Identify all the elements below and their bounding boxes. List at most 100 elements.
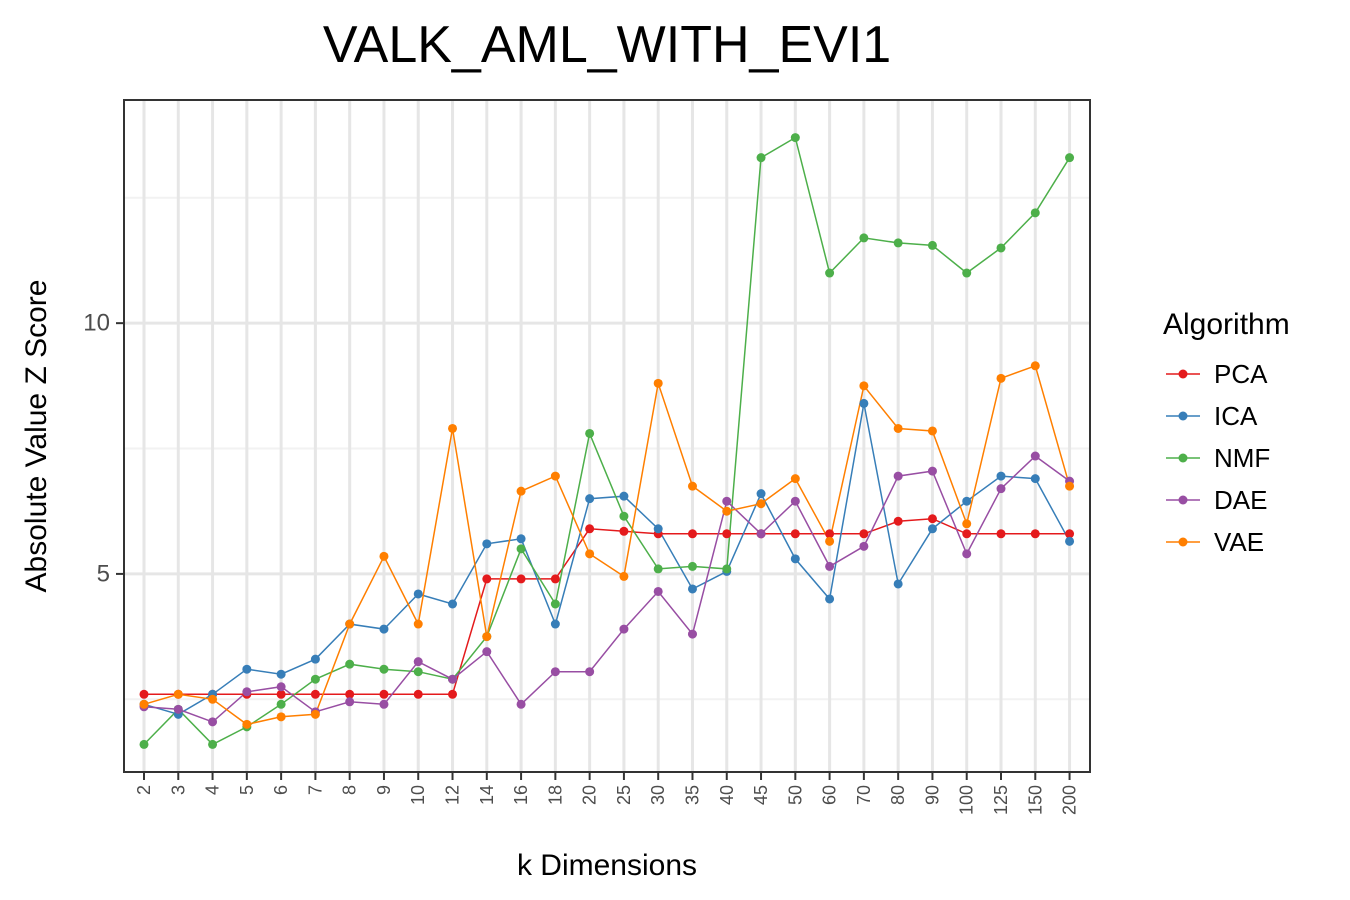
data-point-vae xyxy=(550,471,560,481)
x-tick-label: 14 xyxy=(477,785,497,805)
data-point-ica xyxy=(310,654,320,664)
legend-label-nmf: NMF xyxy=(1214,443,1270,473)
legend-label-pca: PCA xyxy=(1214,359,1268,389)
x-tick-label: 25 xyxy=(614,785,634,805)
data-point-vae xyxy=(790,474,800,484)
data-point-dae xyxy=(825,561,835,571)
x-tick-label: 20 xyxy=(580,785,600,805)
y-axis-title: Absolute Value Z Score xyxy=(20,280,53,593)
data-point-vae xyxy=(825,536,835,546)
data-point-ica xyxy=(859,398,869,408)
data-point-ica xyxy=(790,554,800,564)
data-point-pca xyxy=(448,689,458,699)
data-point-vae xyxy=(482,632,492,642)
data-point-vae xyxy=(687,481,697,491)
data-point-nmf xyxy=(276,699,286,709)
data-point-nmf xyxy=(345,659,355,669)
x-tick-label: 40 xyxy=(717,785,737,805)
data-point-nmf xyxy=(653,564,663,574)
data-point-vae xyxy=(653,378,663,388)
data-point-ica xyxy=(962,496,972,506)
x-tick-label: 2 xyxy=(134,785,154,795)
data-point-ica xyxy=(1030,474,1040,484)
series-points xyxy=(139,133,1075,749)
x-tick-label: 6 xyxy=(271,785,291,795)
data-point-pca xyxy=(1030,529,1040,539)
x-tick-label: 150 xyxy=(1025,785,1045,815)
data-point-dae xyxy=(962,549,972,559)
data-point-nmf xyxy=(790,133,800,143)
data-point-vae xyxy=(1065,481,1075,491)
data-point-vae xyxy=(413,619,423,629)
data-point-dae xyxy=(619,624,629,634)
data-point-ica xyxy=(825,594,835,604)
data-point-vae xyxy=(345,619,355,629)
data-point-dae xyxy=(173,704,183,714)
data-point-dae xyxy=(345,697,355,707)
data-point-vae xyxy=(585,549,595,559)
data-point-nmf xyxy=(208,739,218,749)
data-point-vae xyxy=(996,373,1006,383)
grid-major xyxy=(124,100,1090,772)
data-point-dae xyxy=(859,541,869,551)
data-point-vae xyxy=(722,506,732,516)
data-point-dae xyxy=(756,529,766,539)
legend-title: Algorithm xyxy=(1163,308,1290,341)
data-point-vae xyxy=(893,423,903,433)
data-point-ica xyxy=(1065,536,1075,546)
legend-items: PCA ICA NMF DAE VAE xyxy=(1166,359,1270,557)
data-point-nmf xyxy=(1065,153,1075,163)
data-point-nmf xyxy=(893,238,903,248)
data-point-dae xyxy=(1030,451,1040,461)
data-point-dae xyxy=(448,674,458,684)
data-point-pca xyxy=(1065,529,1075,539)
x-tick-label: 30 xyxy=(648,785,668,805)
x-tick-label: 45 xyxy=(751,785,771,805)
data-point-dae xyxy=(653,586,663,596)
data-point-pca xyxy=(825,529,835,539)
x-tick-label: 35 xyxy=(682,785,702,805)
data-point-vae xyxy=(208,694,218,704)
data-point-nmf xyxy=(825,268,835,278)
x-tick-label: 8 xyxy=(340,785,360,795)
data-point-nmf xyxy=(585,428,595,438)
data-point-ica xyxy=(516,534,526,544)
x-tick-label: 4 xyxy=(203,785,223,795)
data-point-dae xyxy=(208,717,218,727)
x-tick-label: 50 xyxy=(785,785,805,805)
data-point-dae xyxy=(242,687,252,697)
y-tick-label: 10 xyxy=(83,310,110,337)
data-point-pca xyxy=(790,529,800,539)
x-tick-label: 100 xyxy=(957,785,977,815)
series-line-nmf xyxy=(143,136,1071,746)
data-point-nmf xyxy=(927,240,937,250)
data-point-nmf xyxy=(413,667,423,677)
series-line-pca xyxy=(144,517,1070,696)
x-axis: 2 3 4 5 6 7 8 9 10 12 14 16 18 20 25 30 35 40 45 50 60 70 80 90… xyxy=(134,772,1080,815)
data-point-vae xyxy=(448,423,458,433)
x-tick-label: 90 xyxy=(922,785,942,805)
data-point-dae xyxy=(276,682,286,692)
data-point-dae xyxy=(893,471,903,481)
data-point-dae xyxy=(413,657,423,667)
x-tick-label: 18 xyxy=(545,785,565,805)
data-point-ica xyxy=(619,491,629,501)
data-point-nmf xyxy=(962,268,972,278)
data-point-pca xyxy=(310,689,320,699)
legend-key-point-nmf xyxy=(1178,453,1188,463)
data-point-ica xyxy=(893,579,903,589)
x-axis-title: k Dimensions xyxy=(517,849,697,882)
x-tick-label: 5 xyxy=(237,785,257,795)
data-point-pca xyxy=(859,529,869,539)
data-point-pca xyxy=(379,689,389,699)
data-point-nmf xyxy=(722,564,732,574)
data-point-nmf xyxy=(1030,208,1040,218)
x-tick-label: 12 xyxy=(443,785,463,805)
data-point-ica xyxy=(242,664,252,674)
data-point-pca xyxy=(413,689,423,699)
data-point-pca xyxy=(516,574,526,584)
y-tick-label: 5 xyxy=(97,560,110,587)
x-tick-label: 16 xyxy=(511,785,531,805)
data-point-vae xyxy=(859,381,869,391)
data-point-pca xyxy=(550,574,560,584)
